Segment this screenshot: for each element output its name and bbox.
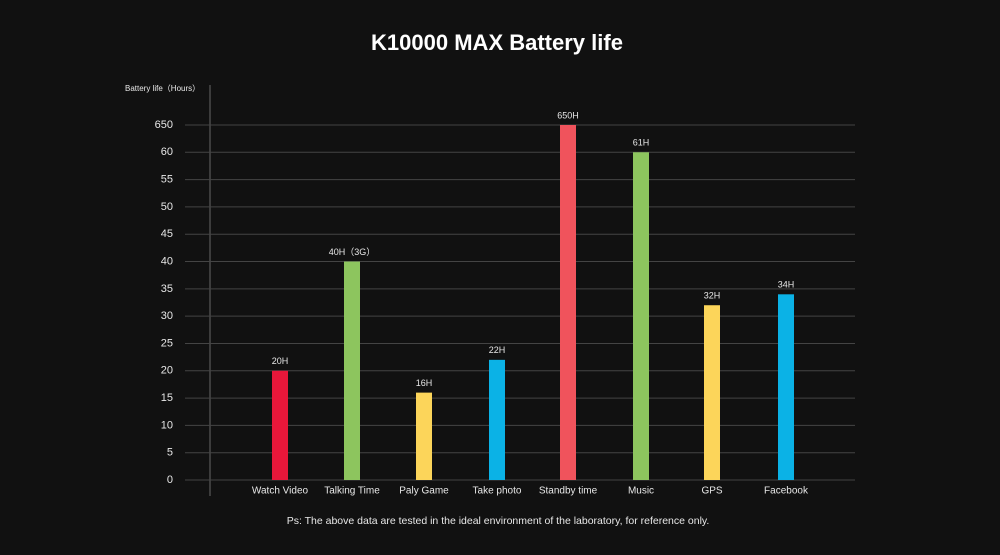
value-label: 34H [778, 280, 795, 290]
y-tick-label: 25 [161, 337, 173, 349]
chart-title: K10000 MAX Battery life [371, 30, 623, 55]
x-tick-label: Facebook [764, 486, 809, 497]
x-tick-label: Standby time [539, 486, 598, 497]
bar [778, 294, 794, 480]
value-label: 22H [489, 345, 506, 355]
y-tick-label: 40 [161, 255, 173, 267]
bar [416, 392, 432, 480]
x-tick-label: GPS [701, 486, 722, 497]
y-axis-label: Battery life（Hours） [125, 84, 200, 93]
value-label: 16H [416, 378, 433, 388]
bar [704, 305, 720, 480]
y-tick-label: 55 [161, 174, 173, 186]
x-tick-label: Paly Game [399, 486, 449, 497]
footnote: Ps: The above data are tested in the ide… [287, 515, 710, 527]
value-label: 650H [557, 110, 579, 120]
y-tick-label: 30 [161, 310, 173, 322]
y-tick-label: 20 [161, 365, 173, 377]
y-tick-label: 50 [161, 201, 173, 213]
x-tick-label: Music [628, 486, 654, 497]
y-tick-label: 0 [167, 474, 173, 486]
x-tick-label: Watch Video [252, 486, 309, 497]
bar [560, 125, 576, 480]
value-label: 20H [272, 356, 289, 366]
bar [633, 152, 649, 480]
bar [272, 370, 288, 480]
bar [344, 261, 360, 480]
y-tick-label: 15 [161, 392, 173, 404]
value-label: 32H [704, 291, 721, 301]
bar [489, 359, 505, 480]
y-tick-label: 35 [161, 283, 173, 295]
value-label: 40H（3G） [329, 247, 376, 257]
y-tick-label: 5 [167, 447, 173, 459]
x-tick-label: Take photo [473, 486, 522, 497]
y-tick-label: 45 [161, 228, 173, 240]
value-label: 61H [633, 138, 650, 148]
y-tick-label: 10 [161, 419, 173, 431]
x-tick-label: Talking Time [324, 486, 380, 497]
y-tick-label: 60 [161, 146, 173, 158]
y-tick-label: 650 [155, 119, 173, 131]
